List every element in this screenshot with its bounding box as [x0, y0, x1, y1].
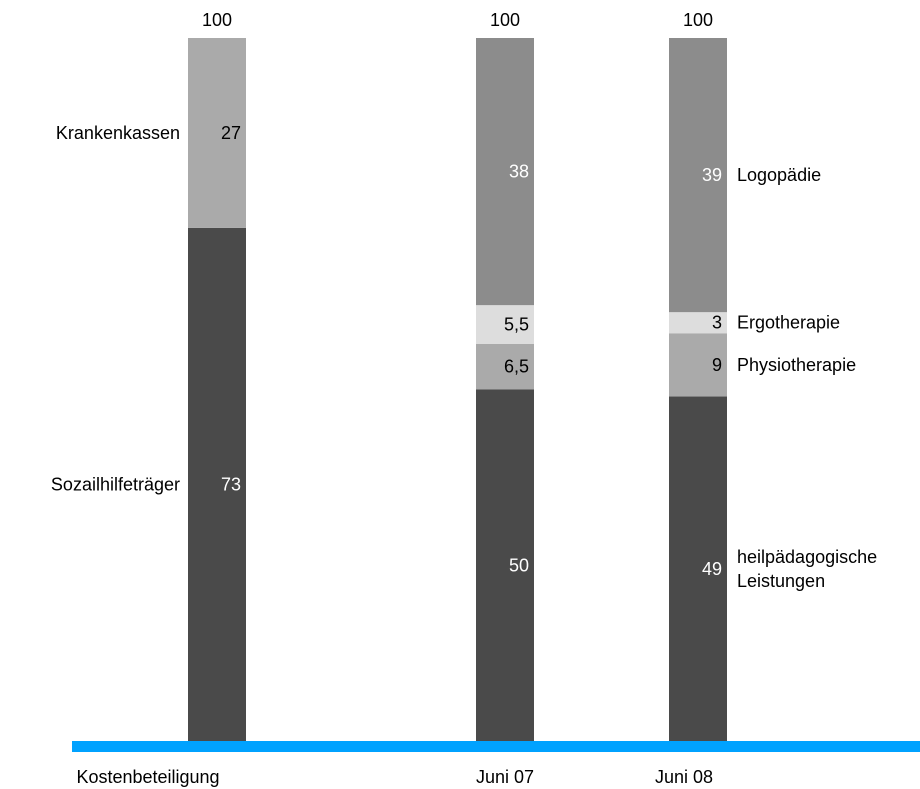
bar-segment-kostenbeteiligung-krankenkassen	[188, 38, 246, 228]
series-label-physiotherapie: Physiotherapie	[737, 355, 856, 375]
series-label-krankenkassen: Krankenkassen	[56, 123, 180, 143]
bar-total-label: 100	[202, 10, 232, 30]
bar-total-label: 100	[490, 10, 520, 30]
bar-segment-juni-07-heilpaedagogische-leistungen	[476, 389, 534, 741]
category-label: Juni 07	[476, 767, 534, 787]
bar-segment-kostenbeteiligung-sozailhilfetraeger	[188, 227, 246, 741]
series-label-heilpaedagogische-leistungen: Leistungen	[737, 571, 825, 591]
data-label: 49	[702, 559, 722, 579]
category-label: Juni 08	[655, 767, 713, 787]
series-label-heilpaedagogische-leistungen: heilpädagogische	[737, 547, 877, 567]
series-label-sozailhilfetraeger: Sozailhilfeträger	[51, 474, 180, 494]
bar-segment-juni-08-logopaedie	[669, 38, 727, 313]
bar-segment-juni-07-ergotherapie	[476, 305, 534, 344]
bar-total-label: 100	[683, 10, 713, 30]
series-label-ergotherapie: Ergotherapie	[737, 313, 840, 333]
bar-segment-juni-08-heilpaedagogische-leistungen	[669, 396, 727, 741]
bar-segment-juni-08-physiotherapie	[669, 333, 727, 397]
data-label: 27	[221, 123, 241, 143]
data-label: 38	[509, 162, 529, 182]
labels-layer: 73 27 100 Kostenbeteiligung 50 6,5 5,5 38 100 Jun…	[51, 10, 877, 787]
bars-layer	[188, 38, 727, 741]
data-label: 39	[702, 165, 722, 185]
data-label: 9	[712, 355, 722, 375]
bar-segment-juni-08-ergotherapie	[669, 312, 727, 334]
data-label: 6,5	[504, 357, 529, 377]
bar-segment-juni-07-physiotherapie	[476, 343, 534, 390]
series-label-logopaedie: Logopädie	[737, 165, 821, 185]
data-label: 50	[509, 555, 529, 575]
category-label: Kostenbeteiligung	[76, 767, 219, 787]
data-label: 73	[221, 474, 241, 494]
data-label: 5,5	[504, 314, 529, 334]
bar-segment-juni-07-logopaedie	[476, 38, 534, 306]
chart-baseline	[72, 741, 920, 752]
data-label: 3	[712, 313, 722, 333]
